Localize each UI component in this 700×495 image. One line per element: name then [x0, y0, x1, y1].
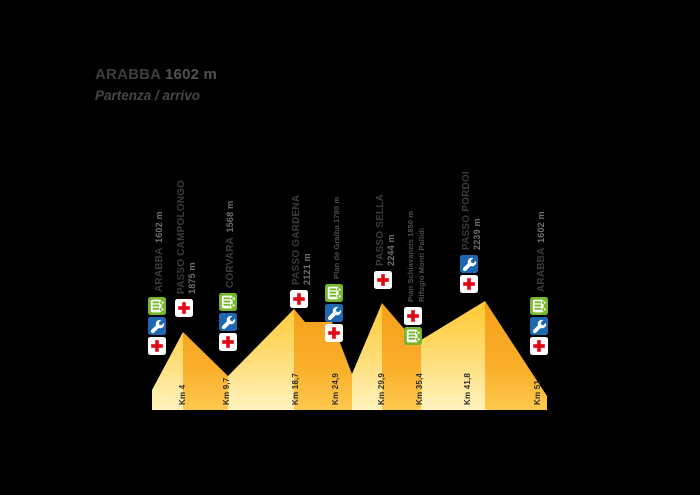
km-marker-label: Km 35,4 — [415, 372, 424, 405]
station-name: CORVARA — [224, 236, 236, 288]
bus-icon — [530, 297, 548, 315]
station-note: Pian Schiavaneis 1850 m — [406, 210, 415, 302]
station-elevation: 1602 m — [153, 211, 164, 244]
station-elevation: 2121 m — [302, 253, 312, 285]
first-aid-icon — [219, 333, 237, 351]
station-label: PASSO PORDOI 2239 m — [460, 171, 482, 250]
station-elevation: 1875 m — [187, 262, 197, 294]
first-aid-icon — [290, 290, 308, 308]
first-aid-icon — [175, 299, 193, 317]
km-marker-label: Km 18,7 — [291, 372, 300, 405]
station-label: Pian Schiavaneis 1850 m Rifugio Monti Pal… — [404, 211, 426, 302]
station-service-icons — [404, 307, 422, 345]
station-elevation: 1602 m — [535, 211, 546, 244]
bus-icon — [404, 327, 422, 345]
first-aid-icon — [530, 337, 548, 355]
start-finish-name: ARABBA — [95, 66, 161, 83]
start-finish-title: ARABBA 1602 m — [95, 66, 217, 83]
station-note: Rifugio Monti Pallidi — [417, 227, 426, 302]
bus-icon — [325, 284, 343, 302]
station-service-icons — [290, 290, 308, 308]
descent-face-3 — [382, 303, 421, 410]
station-label: ARABBA 1602 m — [535, 211, 547, 292]
first-aid-icon — [460, 275, 478, 293]
station-name: ARABBA — [535, 247, 547, 292]
km-marker-label: Km 9,7 — [222, 377, 231, 405]
station-name: ARABBA — [153, 247, 165, 292]
station-service-icons — [175, 299, 193, 317]
ascent-face-2 — [228, 309, 294, 410]
descent-face-1 — [183, 332, 228, 410]
station-elevation: 2244 m — [386, 234, 396, 266]
station-service-icons — [325, 284, 343, 342]
km-marker-label: Km 29,9 — [377, 372, 386, 405]
station-service-icons — [374, 271, 392, 289]
page-title: ARABBA 1602 m Partenza / arrivo — [95, 66, 217, 103]
km-marker-label: Km 51 — [533, 379, 542, 405]
station-elevation: 1568 m — [224, 200, 235, 233]
descent-face-4 — [485, 301, 547, 410]
station-service-icons — [219, 293, 237, 351]
ascent-face-3 — [352, 303, 382, 410]
station-elevation: 2239 m — [472, 218, 482, 250]
first-aid-icon — [148, 337, 166, 355]
station-label: ARABBA 1602 m — [153, 211, 165, 292]
station-label: Plan de Gralba 1780 m — [330, 197, 341, 279]
first-aid-icon — [404, 307, 422, 325]
bus-icon — [219, 293, 237, 311]
station-service-icons — [460, 255, 478, 293]
station-service-icons — [148, 297, 166, 355]
bus-icon — [148, 297, 166, 315]
station-label: PASSO SELLA 2244 m — [374, 194, 396, 266]
station-note: Plan de Gralba 1780 m — [331, 196, 341, 279]
km-marker-label: Km 41,8 — [463, 372, 472, 405]
wrench-icon — [460, 255, 478, 273]
ascent-face-1 — [152, 332, 183, 410]
station-label: PASSO CAMPOLONGO 1875 m — [175, 180, 197, 294]
km-marker-label: Km 24,9 — [331, 372, 340, 405]
station-service-icons — [530, 297, 548, 355]
start-finish-elevation: 1602 m — [165, 66, 218, 83]
station-label: CORVARA 1568 m — [224, 200, 236, 288]
start-finish-subtitle: Partenza / arrivo — [95, 88, 201, 103]
wrench-icon — [325, 304, 343, 322]
km-marker-label: Km 4 — [178, 384, 187, 405]
descent-face-2 — [294, 309, 352, 410]
first-aid-icon — [325, 324, 343, 342]
station-label: PASSO GARDENA 2121 m — [290, 195, 312, 285]
wrench-icon — [219, 313, 237, 331]
ascent-face-4 — [421, 301, 485, 410]
wrench-icon — [148, 317, 166, 335]
wrench-icon — [530, 317, 548, 335]
first-aid-icon — [374, 271, 392, 289]
